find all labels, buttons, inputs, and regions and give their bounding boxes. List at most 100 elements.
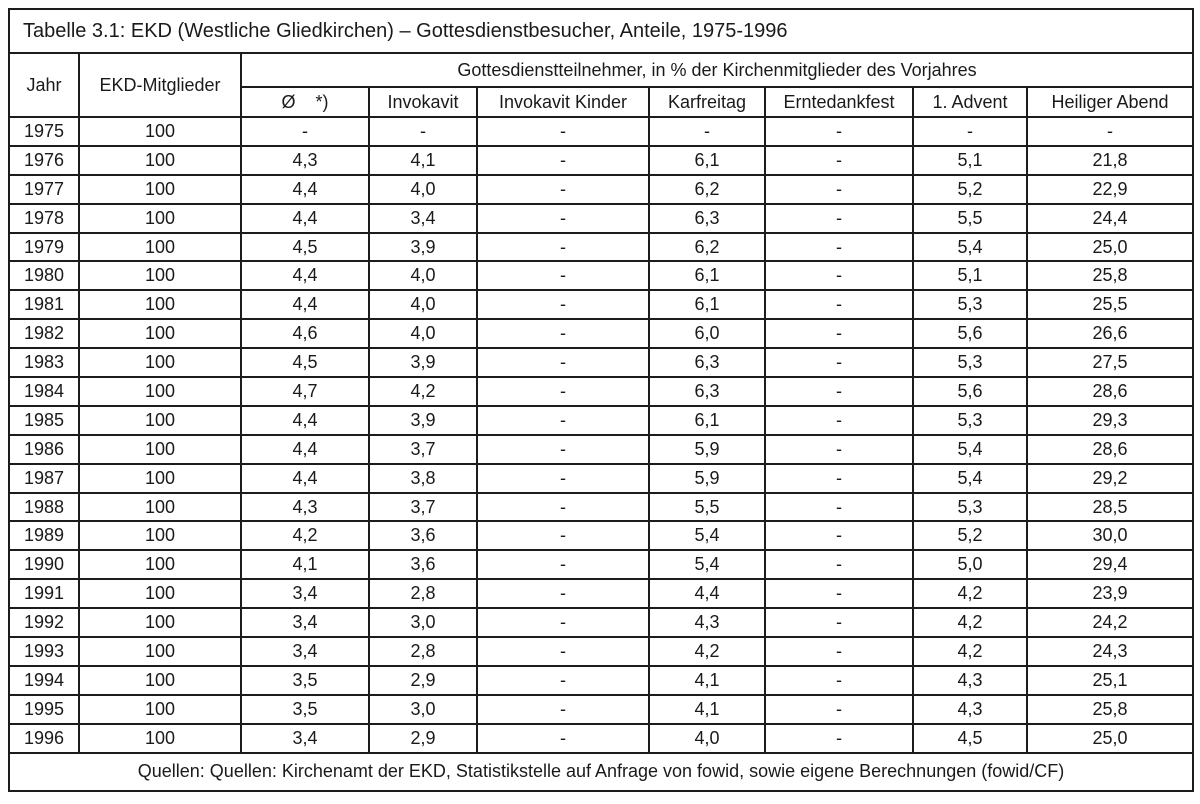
erntedankfest-cell: - <box>764 318 914 350</box>
heiliger-abend-cell: 26,6 <box>1025 318 1195 350</box>
avg-cell: 4,4 <box>240 404 370 436</box>
invokavit-cell: 2,8 <box>368 636 478 667</box>
year-cell: 1978 <box>8 202 80 234</box>
year-cell: 1979 <box>8 231 80 263</box>
table-row: 1992 100 3,4 3,0-4,3-4,2 24,2 <box>8 607 1195 639</box>
advent-cell: 5,2 <box>912 520 1028 552</box>
karfreitag-cell: 5,4 <box>648 549 766 581</box>
invokavit-kinder-cell: - <box>476 607 650 639</box>
invokavit-cell: 3,9 <box>368 231 478 263</box>
year-cell: 1985 <box>8 404 80 436</box>
year-cell: 1984 <box>8 376 80 407</box>
erntedankfest-cell: - <box>764 520 914 552</box>
erntedankfest-cell: - <box>764 404 914 436</box>
mitglieder-cell: 100 <box>78 318 242 350</box>
year-cell: 1988 <box>8 491 80 523</box>
advent-cell: 5,3 <box>912 289 1028 321</box>
source-row: Quellen: Quellen: Kirchenamt der EKD, St… <box>7 751 1195 792</box>
table-row: 1979 100 4,5 3,9-6,2-5,4 25,0 <box>8 231 1195 263</box>
heiliger-abend-cell: 29,3 <box>1025 404 1195 436</box>
invokavit-kinder-cell: - <box>476 260 650 292</box>
karfreitag-cell: 4,3 <box>648 607 766 639</box>
avg-cell: 3,4 <box>240 607 370 639</box>
avg-cell: - <box>240 116 370 147</box>
karfreitag-cell: 6,3 <box>648 376 766 407</box>
erntedankfest-cell: - <box>764 260 914 292</box>
mitglieder-cell: 100 <box>78 260 242 292</box>
mitglieder-cell: 100 <box>78 491 242 523</box>
invokavit-cell: 2,9 <box>368 664 478 696</box>
invokavit-cell: 3,6 <box>368 520 478 552</box>
heiliger-abend-cell: 25,1 <box>1025 664 1195 696</box>
invokavit-kinder-cell: - <box>476 318 650 350</box>
invokavit-cell: 3,7 <box>368 433 478 465</box>
erntedankfest-cell: - <box>764 693 914 725</box>
heiliger-abend-cell: 24,4 <box>1025 202 1195 234</box>
avg-cell: 4,6 <box>240 318 370 350</box>
erntedankfest-cell: - <box>764 144 914 176</box>
invokavit-cell: 2,8 <box>368 578 478 610</box>
invokavit-kinder-cell: - <box>476 231 650 263</box>
avg-cell: 3,5 <box>240 693 370 725</box>
heiliger-abend-cell: 28,6 <box>1025 376 1195 407</box>
table-row: 1977 100 4,4 4,0-6,2-5,2 22,9 <box>8 173 1195 205</box>
year-cell: 1996 <box>8 722 80 754</box>
invokavit-cell: 4,0 <box>368 260 478 292</box>
invokavit-cell: 2,9 <box>368 722 478 754</box>
erntedankfest-cell: - <box>764 549 914 581</box>
col-header-erntedankfest: Erntedankfest <box>764 86 914 118</box>
karfreitag-cell: 6,1 <box>648 260 766 292</box>
avg-cell: 4,4 <box>240 433 370 465</box>
table-row: 1975 100- - - - - - - <box>8 116 1195 147</box>
avg-cell: 4,4 <box>240 462 370 494</box>
table-body: 1975 100- - - - - - -1976 100 4,3 4,1-6,1-5,1 21,8 1… <box>8 116 1195 754</box>
avg-cell: 4,3 <box>240 491 370 523</box>
advent-cell: 5,4 <box>912 462 1028 494</box>
karfreitag-cell: 5,9 <box>648 433 766 465</box>
table-row: 1980 100 4,4 4,0-6,1-5,1 25,8 <box>8 260 1195 292</box>
erntedankfest-cell: - <box>764 289 914 321</box>
erntedankfest-cell: - <box>764 664 914 696</box>
karfreitag-cell: - <box>648 116 766 147</box>
heiliger-abend-cell: 27,5 <box>1025 347 1195 379</box>
karfreitag-cell: 6,0 <box>648 318 766 350</box>
advent-cell: 4,2 <box>912 607 1028 639</box>
advent-cell: - <box>912 116 1028 147</box>
advent-cell: 5,4 <box>912 231 1028 263</box>
avg-cell: 4,3 <box>240 144 370 176</box>
year-cell: 1991 <box>8 578 80 610</box>
table-title: Tabelle 3.1: EKD (Westliche Gliedkirchen… <box>7 8 1195 54</box>
avg-cell: 4,4 <box>240 202 370 234</box>
erntedankfest-cell: - <box>764 607 914 639</box>
invokavit-kinder-cell: - <box>476 693 650 725</box>
heiliger-abend-cell: 25,8 <box>1025 260 1195 292</box>
mitglieder-cell: 100 <box>78 202 242 234</box>
avg-cell: 3,4 <box>240 722 370 754</box>
karfreitag-cell: 5,9 <box>648 462 766 494</box>
mitglieder-cell: 100 <box>78 404 242 436</box>
year-cell: 1989 <box>8 520 80 552</box>
invokavit-cell: 3,9 <box>368 404 478 436</box>
table-row: 1986 100 4,4 3,7-5,9-5,4 28,6 <box>8 433 1195 465</box>
erntedankfest-cell: - <box>764 578 914 610</box>
invokavit-kinder-cell: - <box>476 722 650 754</box>
year-cell: 1976 <box>8 144 80 176</box>
mitglieder-cell: 100 <box>78 549 242 581</box>
heiliger-abend-cell: 25,5 <box>1025 289 1195 321</box>
invokavit-kinder-cell: - <box>476 376 650 407</box>
invokavit-cell: 3,6 <box>368 549 478 581</box>
mitglieder-cell: 100 <box>78 520 242 552</box>
karfreitag-cell: 4,1 <box>648 693 766 725</box>
advent-cell: 5,5 <box>912 202 1028 234</box>
invokavit-cell: 3,9 <box>368 347 478 379</box>
karfreitag-cell: 4,0 <box>648 722 766 754</box>
avg-cell: 4,4 <box>240 260 370 292</box>
erntedankfest-cell: - <box>764 376 914 407</box>
mitglieder-cell: 100 <box>78 347 242 379</box>
advent-cell: 4,5 <box>912 722 1028 754</box>
avg-cell: 3,5 <box>240 664 370 696</box>
table-row: 1991 100 3,4 2,8-4,4-4,2 23,9 <box>8 578 1195 610</box>
col-header-karfreitag: Karfreitag <box>648 86 766 118</box>
invokavit-kinder-cell: - <box>476 202 650 234</box>
table-row: 1985 100 4,4 3,9-6,1-5,3 29,3 <box>8 404 1195 436</box>
